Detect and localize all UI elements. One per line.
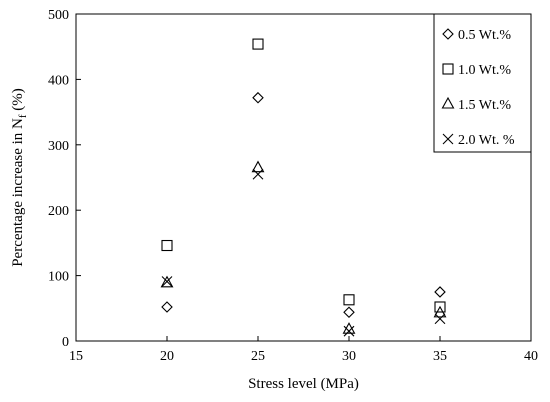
x-axis-title: Stress level (MPa): [248, 376, 359, 392]
legend-label: 1.0 Wt.%: [458, 63, 511, 78]
y-axis-title-unit: (%): [10, 88, 26, 114]
y-tick-label: 400: [48, 73, 69, 88]
data-point-diamond: [343, 306, 355, 319]
y-tick-label: 300: [48, 139, 69, 154]
data-point-cross: [161, 276, 173, 287]
y-tick-label: 500: [48, 8, 69, 23]
data-point-diamond: [161, 301, 173, 313]
data-point-triangle: [433, 305, 447, 318]
data-point-cross: [343, 325, 355, 337]
y-axis-title-main: Percentage increase in N: [10, 118, 26, 267]
data-markers: [160, 38, 447, 337]
data-point-cross: [434, 313, 446, 325]
data-point-square: [161, 239, 173, 252]
x-tick-label: 15: [69, 349, 83, 364]
legend-items: 0.5 Wt.% 1.0 Wt.% 1.5 Wt.% 2.0 Wt. %: [441, 28, 515, 148]
legend-marker-diamond: [442, 28, 454, 40]
data-point-diamond: [434, 286, 446, 298]
legend-marker-triangle: [441, 96, 455, 109]
legend: 0.5 Wt.% 1.0 Wt.% 1.5 Wt.% 2.0 Wt. %: [433, 13, 532, 153]
x-tick-label: 25: [251, 349, 265, 364]
y-tick-label: 0: [62, 335, 69, 350]
legend-marker-cross: [442, 133, 454, 145]
legend-label: 1.5 Wt.%: [458, 98, 511, 113]
data-point-square: [343, 294, 355, 306]
x-tick-label: 40: [524, 349, 538, 364]
y-axis-title: Percentage increase in Nf (%): [10, 88, 29, 267]
x-tick-label: 30: [342, 349, 356, 364]
data-point-square: [252, 38, 264, 50]
y-axis-ticks: 0 100 200 300 400 500: [48, 8, 81, 350]
legend-label: 2.0 Wt. %: [458, 133, 515, 148]
x-tick-label: 20: [160, 349, 174, 364]
legend-marker-square: [442, 63, 454, 75]
data-point-square: [434, 301, 446, 313]
x-tick-label: 35: [433, 349, 447, 364]
data-point-triangle: [160, 275, 174, 288]
y-axis-title-subscript: f: [17, 114, 29, 118]
legend-label: 0.5 Wt.%: [458, 28, 511, 43]
x-axis-ticks: 15 20 25 30 35 40: [69, 336, 538, 364]
y-tick-label: 100: [48, 270, 69, 285]
data-point-triangle: [251, 160, 265, 173]
y-tick-label: 200: [48, 204, 69, 219]
data-point-cross: [252, 168, 264, 180]
data-point-diamond: [252, 91, 264, 104]
